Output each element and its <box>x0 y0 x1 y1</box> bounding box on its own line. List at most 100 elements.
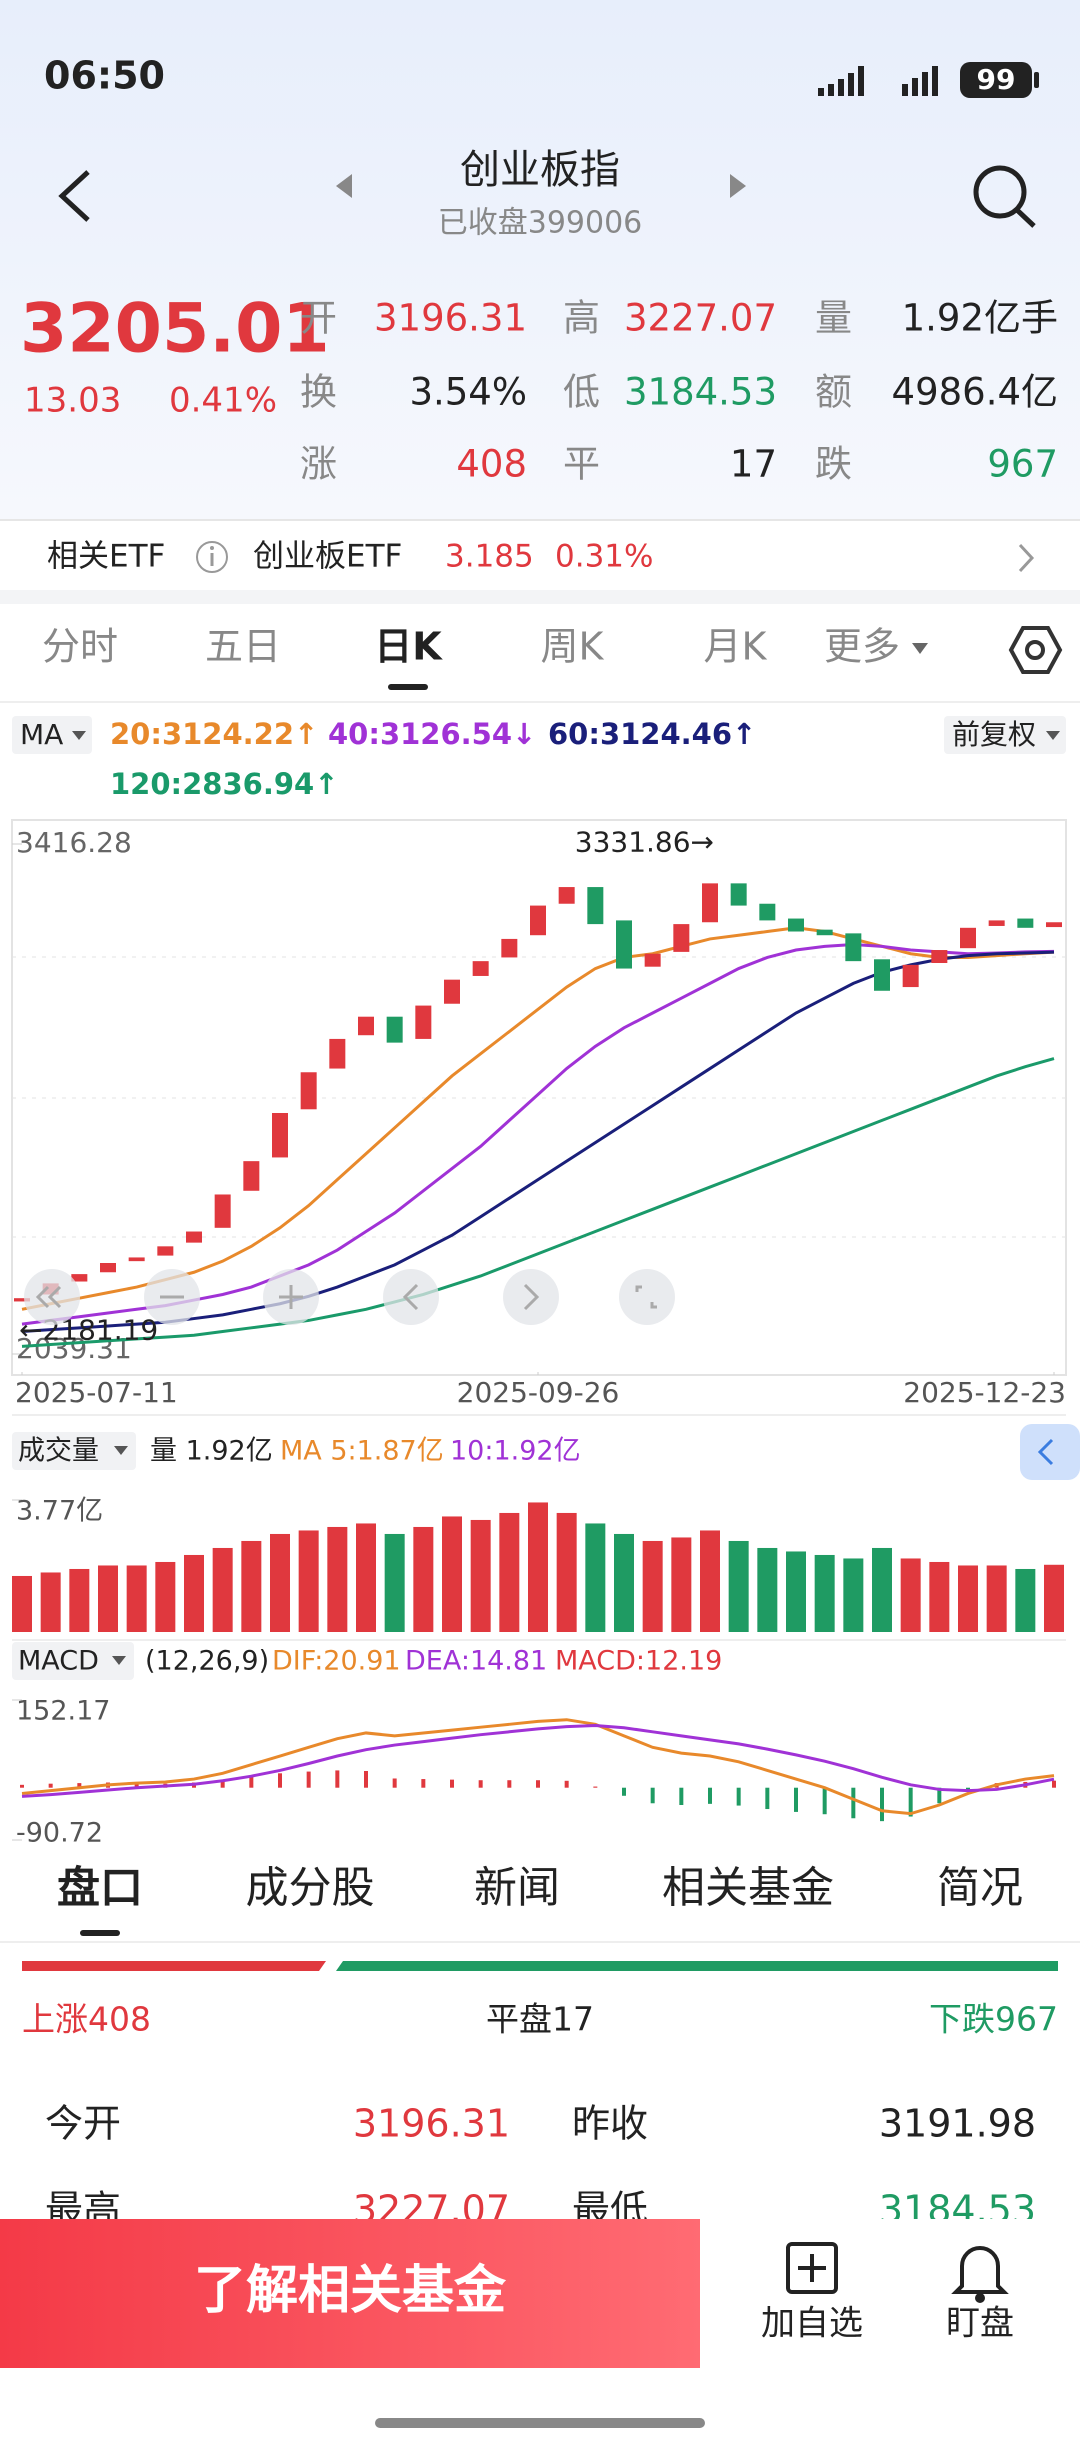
search-button[interactable] <box>973 165 1027 219</box>
macd-title[interactable]: MACD <box>18 1646 99 1677</box>
period-tab[interactable]: 五日 <box>205 625 281 669</box>
back-button[interactable] <box>58 170 90 222</box>
volume-bar <box>929 1561 950 1632</box>
next-arrow[interactable] <box>730 174 746 198</box>
ma-legend-item: 120:2836.94↑ <box>110 767 339 801</box>
y-tick-label: 152.17 <box>16 1696 110 1727</box>
price-change-pct: 0.41% <box>169 381 277 421</box>
candle <box>300 1072 317 1110</box>
volume-bar <box>241 1540 262 1632</box>
ma-legend-item: 60:3124.46↑ <box>548 717 756 751</box>
period-tab[interactable]: 更多 <box>824 625 900 669</box>
etf-arrow[interactable] <box>1018 543 1035 573</box>
ma-selector[interactable] <box>12 716 92 754</box>
candle <box>702 883 718 923</box>
side-panel-tab[interactable] <box>1020 1424 1080 1480</box>
volume-bar <box>671 1537 692 1632</box>
macd-selector[interactable] <box>12 1642 134 1680</box>
volume-selector[interactable] <box>12 1432 136 1470</box>
add-icon[interactable] <box>786 2242 838 2294</box>
volume-bar <box>184 1554 204 1632</box>
adjust-selector[interactable] <box>944 716 1066 754</box>
macd-bar <box>20 1784 24 1788</box>
volume-bar <box>958 1565 978 1632</box>
stat-label: 高 <box>563 297 600 340</box>
volume-bar <box>642 1540 663 1632</box>
chart-control[interactable] <box>503 1269 559 1325</box>
etf-label: 相关ETF <box>47 539 165 575</box>
macd-bar <box>622 1787 626 1796</box>
detail-tab[interactable]: 简况 <box>937 1864 1023 1914</box>
candle <box>730 883 747 906</box>
macd-bar <box>249 1776 254 1788</box>
detail-tab[interactable]: 成分股 <box>246 1864 375 1914</box>
battery-level: 99 <box>977 63 1016 96</box>
volume-bar <box>614 1533 634 1632</box>
macd-bar <box>48 1783 53 1788</box>
etf-name[interactable]: 创业板ETF <box>253 539 402 575</box>
volume-bar <box>356 1523 376 1632</box>
candle <box>386 1016 403 1043</box>
ma-selector-label[interactable]: MA <box>20 718 63 751</box>
section-gap <box>0 590 1080 604</box>
volume-bar <box>126 1565 147 1632</box>
volume-bar <box>12 1575 32 1632</box>
candle <box>845 933 862 962</box>
prev-arrow[interactable] <box>336 174 352 198</box>
macd-bar <box>364 1770 368 1788</box>
period-tab[interactable]: 分时 <box>42 625 118 669</box>
volume-bar <box>986 1565 1007 1632</box>
volume-bar <box>442 1516 462 1632</box>
macd-bar <box>908 1787 913 1817</box>
period-tab[interactable]: 月K <box>704 625 768 669</box>
detail-tab[interactable]: 新闻 <box>474 1864 560 1914</box>
volume-chart: 量 1.92亿 MA 5:1.87亿 10:1.92亿 3.77亿 <box>12 1436 1064 1632</box>
fund-button[interactable] <box>0 2219 700 2368</box>
bell-icon[interactable] <box>951 2246 1009 2294</box>
candle <box>157 1246 174 1256</box>
stat-value: 3227.07 <box>624 297 777 340</box>
macd-bar <box>335 1770 340 1788</box>
candle <box>186 1231 202 1243</box>
candle <box>214 1194 231 1228</box>
page-title: 创业板指 <box>460 147 620 193</box>
candle <box>272 1112 288 1158</box>
chart-control[interactable] <box>383 1269 439 1325</box>
candle <box>329 1038 346 1069</box>
etf-price: 3.185 <box>445 539 534 575</box>
x-tick-label: 2025-07-11 <box>15 1376 178 1409</box>
volume-bar <box>700 1530 720 1632</box>
watch-label[interactable]: 盯盘 <box>946 2304 1014 2344</box>
candle <box>759 903 776 921</box>
bell-clapper <box>975 2293 985 2303</box>
macd-bar <box>650 1787 655 1804</box>
info-icon[interactable] <box>196 541 228 573</box>
chart-control[interactable] <box>619 1269 675 1325</box>
fund-button-label[interactable]: 了解相关基金 <box>194 2261 507 2321</box>
ma-line <box>21 926 1055 1311</box>
detail-tab[interactable]: 盘口 <box>57 1864 143 1914</box>
settings-icon[interactable] <box>1008 626 1063 674</box>
etf-pct: 0.31% <box>555 539 653 575</box>
search-handle <box>1015 208 1036 228</box>
volume-bar <box>270 1533 290 1632</box>
macd-line <box>21 1723 1055 1798</box>
adjust-label[interactable]: 前复权 <box>952 718 1036 751</box>
period-tab[interactable]: 日K <box>374 625 443 669</box>
table-label: 今开 <box>45 2102 121 2146</box>
candle <box>358 1016 374 1036</box>
candle <box>902 964 919 988</box>
stat-label: 涨 <box>300 443 337 486</box>
volume-bar <box>499 1512 520 1632</box>
stat-value: 4986.4亿 <box>892 371 1058 414</box>
add-label[interactable]: 加自选 <box>761 2304 863 2344</box>
control-glyph <box>35 1283 657 1311</box>
volume-title[interactable]: 成交量 <box>18 1436 99 1467</box>
detail-tab[interactable]: 相关基金 <box>662 1864 834 1914</box>
stat-label: 量 <box>815 297 852 340</box>
stat-label: 额 <box>815 371 852 414</box>
period-tab[interactable]: 周K <box>541 625 605 669</box>
y-tick-label: 2039.31 <box>16 1332 132 1365</box>
detail-tabs: 盘口 成分股 新闻 相关基金 简况 <box>57 1864 1023 1936</box>
